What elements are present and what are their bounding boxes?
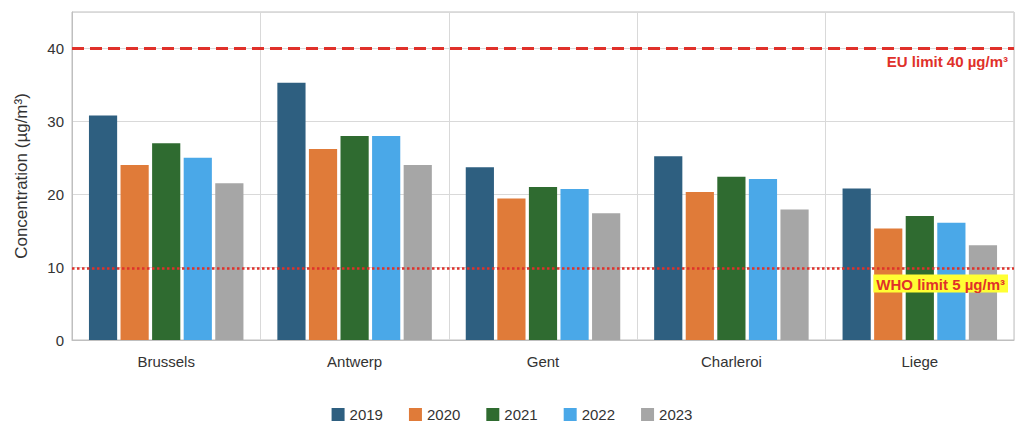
- svg-text:2019: 2019: [350, 406, 383, 423]
- svg-text:WHO limit 5 µg/m³: WHO limit 5 µg/m³: [876, 276, 1005, 293]
- svg-text:30: 30: [47, 113, 64, 130]
- svg-text:20: 20: [47, 186, 64, 203]
- svg-text:40: 40: [47, 40, 64, 57]
- svg-text:EU limit 40 µg/m³: EU limit 40 µg/m³: [887, 53, 1008, 70]
- svg-text:Antwerp: Antwerp: [327, 353, 382, 370]
- svg-text:Gent: Gent: [527, 353, 560, 370]
- svg-text:Brussels: Brussels: [137, 353, 195, 370]
- svg-text:Charleroi: Charleroi: [701, 353, 762, 370]
- svg-text:2021: 2021: [504, 406, 537, 423]
- svg-text:Liege: Liege: [901, 353, 938, 370]
- svg-text:Concentration (µg/m³): Concentration (µg/m³): [12, 93, 31, 259]
- svg-text:10: 10: [47, 259, 64, 276]
- svg-text:2022: 2022: [582, 406, 615, 423]
- svg-text:0: 0: [56, 332, 64, 349]
- svg-text:2023: 2023: [659, 406, 692, 423]
- svg-text:2020: 2020: [427, 406, 460, 423]
